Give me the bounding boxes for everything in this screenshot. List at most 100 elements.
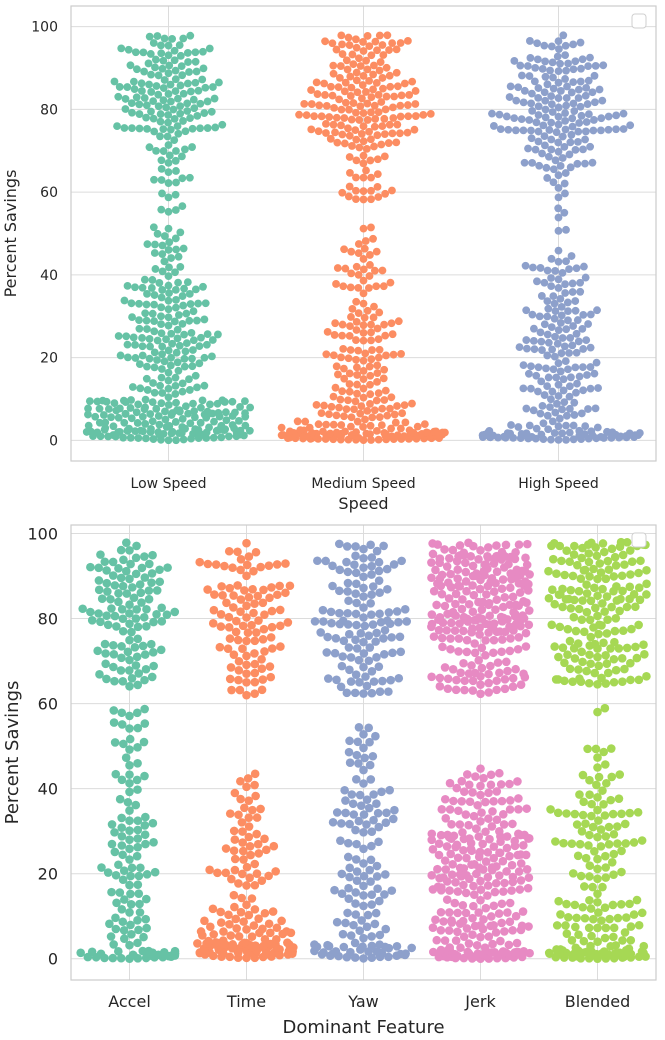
data-point (593, 865, 602, 874)
data-point (618, 571, 627, 580)
data-point (252, 548, 261, 557)
data-point (435, 839, 444, 848)
data-point (601, 903, 610, 912)
data-point (444, 684, 453, 693)
data-point (411, 100, 419, 108)
data-point (141, 719, 150, 728)
data-point (157, 312, 165, 320)
y-tick-label: 80 (40, 102, 58, 118)
data-point (107, 413, 115, 421)
data-point (344, 124, 352, 132)
data-point (606, 796, 615, 805)
data-point (562, 67, 570, 75)
data-point (101, 659, 110, 668)
data-point (181, 355, 189, 363)
data-point (343, 405, 351, 413)
data-point (542, 114, 550, 122)
data-point (246, 842, 255, 851)
data-point (508, 861, 517, 870)
data-point (537, 410, 545, 418)
data-point (365, 284, 373, 292)
data-point (165, 289, 173, 297)
data-point (339, 321, 347, 329)
data-point (345, 193, 353, 201)
data-point (570, 613, 579, 622)
data-point (136, 125, 144, 133)
data-point (596, 559, 605, 568)
data-point (542, 106, 550, 114)
data-point (489, 921, 498, 930)
data-point (460, 676, 469, 685)
data-point (564, 625, 573, 634)
data-point (530, 337, 538, 345)
data-point (584, 405, 592, 413)
data-point (484, 679, 493, 688)
data-point (261, 909, 270, 918)
data-point (197, 927, 206, 936)
data-point (137, 598, 146, 607)
data-point (330, 421, 338, 429)
data-point (186, 114, 194, 122)
data-point (178, 174, 186, 182)
data-point (506, 805, 515, 814)
data-point (566, 429, 574, 437)
data-point (248, 894, 257, 903)
data-point (141, 309, 149, 317)
data-point (381, 870, 390, 879)
data-point (145, 60, 153, 68)
data-point (197, 404, 205, 412)
data-point (382, 387, 390, 395)
data-point (307, 125, 315, 133)
data-point (367, 900, 376, 909)
data-point (575, 605, 584, 614)
data-point (371, 102, 379, 110)
data-point (599, 800, 608, 809)
data-point (85, 422, 93, 430)
data-point (476, 546, 485, 555)
data-point (319, 428, 327, 436)
data-point (514, 829, 523, 838)
data-point (118, 720, 127, 729)
data-point (227, 931, 236, 940)
data-point (541, 141, 549, 149)
data-point (106, 595, 115, 604)
data-point (499, 947, 508, 956)
data-point (427, 829, 436, 838)
data-point (393, 402, 401, 410)
data-point (460, 686, 469, 695)
data-point (112, 622, 121, 631)
data-point (127, 930, 136, 939)
data-point (580, 628, 589, 637)
data-point (378, 677, 387, 686)
data-point (389, 103, 397, 111)
data-point (388, 129, 396, 137)
data-point (604, 669, 613, 678)
data-point (139, 642, 148, 651)
data-point (556, 623, 565, 632)
data-point (599, 539, 608, 548)
data-point (462, 889, 471, 898)
data-point (562, 900, 571, 909)
data-point (564, 913, 573, 922)
data-point (514, 83, 522, 91)
data-point (343, 587, 352, 596)
data-point (188, 329, 196, 337)
data-point (490, 948, 499, 957)
data-point (140, 738, 149, 747)
data-point (577, 872, 586, 881)
data-point (170, 106, 178, 114)
data-point (165, 305, 173, 313)
data-point (133, 93, 141, 101)
data-point (160, 84, 168, 92)
data-point (254, 849, 263, 858)
data-point (186, 32, 194, 40)
data-point (210, 434, 218, 442)
data-point (133, 843, 142, 852)
data-point (634, 569, 643, 578)
data-point (402, 617, 411, 626)
data-point (490, 636, 499, 645)
data-point (226, 675, 235, 684)
data-point (625, 944, 634, 953)
data-point (266, 662, 275, 671)
data-point (165, 179, 173, 187)
